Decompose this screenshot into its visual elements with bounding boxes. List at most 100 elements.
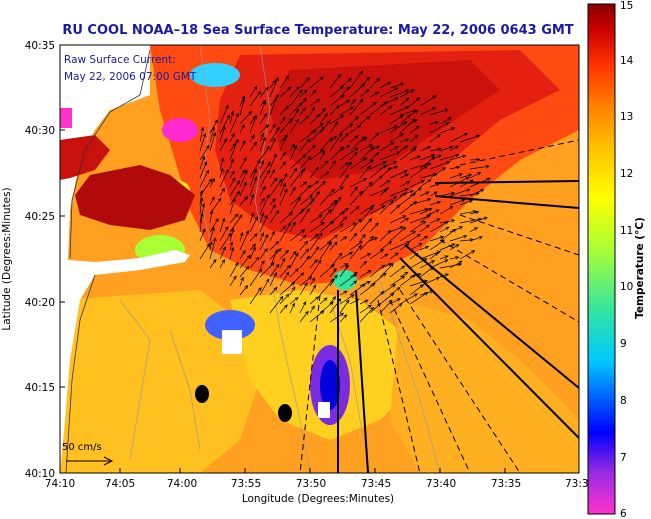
current-vector-head: [318, 214, 323, 219]
current-vector: [289, 197, 301, 215]
current-vector-head: [274, 249, 278, 254]
current-vector: [309, 149, 325, 161]
current-vector: [349, 157, 367, 170]
current-vector-head: [353, 151, 358, 156]
current-vector-head: [456, 165, 461, 170]
current-vector: [389, 241, 411, 251]
current-vector-head: [381, 264, 386, 269]
current-vector-head: [328, 241, 332, 246]
current-vector-head: [333, 234, 339, 239]
warmest-core-region: [270, 60, 500, 180]
current-vector: [369, 152, 380, 161]
current-vector-head: [225, 168, 229, 174]
current-vector-head: [354, 147, 359, 152]
current-vector-head: [305, 115, 310, 120]
current-vector: [399, 97, 409, 107]
current-vector-head: [270, 262, 275, 267]
current-vector: [449, 133, 468, 143]
current-vector-head: [373, 237, 379, 241]
current-vector-head: [284, 188, 288, 193]
current-vector: [449, 244, 459, 251]
current-vector-head: [326, 120, 331, 125]
current-vector: [239, 98, 245, 116]
current-vector: [399, 109, 417, 116]
current-vector: [259, 186, 266, 197]
current-vector: [419, 191, 430, 197]
current-vector: [379, 230, 391, 242]
current-vector: [269, 97, 277, 116]
current-vector: [209, 259, 217, 269]
current-vector-head: [235, 138, 239, 144]
current-vector: [379, 200, 394, 215]
current-vector-head: [352, 222, 357, 227]
current-vector-head: [357, 218, 362, 223]
current-vector: [309, 76, 324, 89]
current-vector: [409, 97, 421, 107]
current-vector-head: [288, 117, 293, 122]
current-vector: [369, 101, 388, 116]
current-vector: [349, 218, 362, 233]
current-vector: [299, 89, 308, 98]
current-vector: [269, 204, 276, 215]
current-vector-head: [264, 247, 268, 253]
current-vector: [299, 248, 309, 260]
plot-frame: [59, 44, 580, 474]
current-vector: [359, 165, 371, 179]
current-vector: [289, 187, 296, 197]
current-vector-head: [314, 233, 320, 238]
current-vector-head: [278, 178, 283, 183]
current-vector-head: [277, 248, 282, 253]
current-vector: [309, 114, 320, 125]
current-vector: [249, 176, 258, 197]
current-vector: [319, 297, 328, 305]
current-vector-head: [262, 185, 266, 191]
legend-line-1: Raw Surface Current:: [64, 54, 176, 66]
current-vector-head: [458, 260, 463, 265]
current-vector-head: [311, 277, 316, 282]
current-vector-head: [434, 252, 439, 257]
current-vector: [329, 200, 338, 206]
current-vector: [429, 161, 450, 170]
current-vector-head: [321, 150, 326, 156]
current-vector: [309, 89, 317, 98]
current-vector: [469, 236, 483, 242]
current-vector-head: [359, 190, 364, 195]
current-vector-head: [375, 145, 380, 150]
sst-map: [60, 45, 579, 473]
current-vector: [279, 250, 289, 260]
current-vector: [329, 94, 345, 107]
current-vector: [399, 272, 408, 278]
current-vector: [469, 189, 484, 197]
current-vector: [379, 284, 396, 296]
current-vector-head: [462, 154, 467, 159]
current-vector: [399, 274, 416, 287]
current-vector-head: [454, 145, 459, 149]
current-vector-head: [330, 263, 336, 268]
current-vector-head: [435, 209, 440, 213]
current-vector: [239, 232, 243, 242]
current-vector-head: [294, 268, 299, 273]
current-vector-head: [387, 167, 392, 172]
current-vector-head: [372, 101, 377, 106]
current-vector-head: [399, 133, 404, 137]
current-vector: [419, 179, 432, 188]
current-vector-head: [302, 301, 307, 306]
current-vector-head: [449, 145, 454, 150]
current-vector: [449, 260, 463, 269]
current-vector: [239, 285, 248, 296]
current-vector-head: [389, 263, 394, 268]
current-vector: [249, 233, 258, 242]
current-vector-head: [388, 241, 393, 245]
current-vector-head: [396, 287, 401, 291]
current-vector-head: [200, 126, 205, 131]
current-vector-head: [211, 126, 216, 131]
current-vector-head: [346, 86, 351, 91]
current-vector: [269, 77, 279, 98]
current-vector: [229, 139, 239, 161]
current-vector: [219, 168, 223, 179]
current-vector-head: [316, 113, 321, 118]
current-vector: [299, 195, 313, 206]
current-vector: [329, 312, 344, 323]
current-vector: [209, 132, 216, 152]
current-vector-head: [353, 232, 358, 237]
